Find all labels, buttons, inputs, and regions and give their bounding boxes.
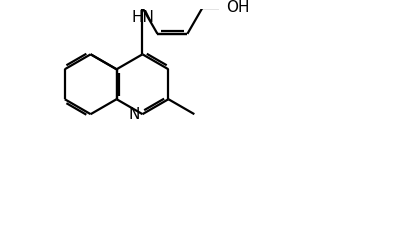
Text: N: N [128,107,140,122]
Text: HN: HN [131,10,154,25]
Text: OH: OH [225,0,249,15]
